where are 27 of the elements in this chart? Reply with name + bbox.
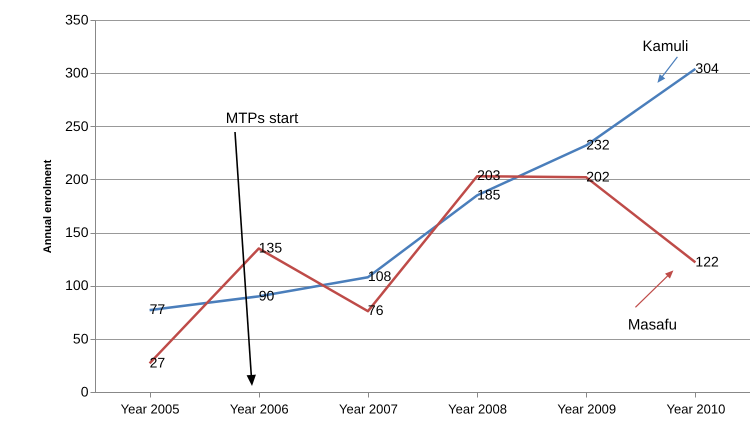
y-tick-label: 50 bbox=[72, 330, 89, 346]
data-label: 232 bbox=[586, 136, 610, 152]
x-tick-label: Year 2009 bbox=[557, 402, 616, 416]
y-tick-label: 300 bbox=[65, 64, 89, 81]
annotation: MTPs start bbox=[226, 110, 300, 127]
y-tick-label: 150 bbox=[65, 224, 89, 240]
y-tick-label: 350 bbox=[65, 12, 89, 28]
y-axis-title: Annual enrolment bbox=[42, 159, 54, 254]
data-label: 135 bbox=[258, 240, 282, 256]
x-tick-label: Year 2005 bbox=[120, 402, 180, 416]
series-label: Kamuli bbox=[642, 38, 688, 55]
x-tick-label: Year 2010 bbox=[666, 402, 726, 416]
y-tick-label: 250 bbox=[65, 118, 89, 134]
data-label: 76 bbox=[368, 302, 384, 318]
x-tick-label: Year 2008 bbox=[448, 402, 507, 416]
data-label: 304 bbox=[695, 60, 719, 76]
y-tick-label: 200 bbox=[65, 170, 89, 187]
x-tick-label: Year 2006 bbox=[230, 402, 289, 416]
data-label: 122 bbox=[695, 253, 719, 270]
data-label: 185 bbox=[477, 186, 501, 202]
y-tick-label: 0 bbox=[80, 384, 89, 400]
y-tick-label: 100 bbox=[65, 277, 89, 294]
legend-label: Masafu bbox=[628, 316, 678, 334]
x-tick-label: Year 2007 bbox=[339, 402, 398, 416]
data-label: 108 bbox=[368, 268, 392, 284]
data-label: 202 bbox=[586, 168, 610, 184]
data-label: 27 bbox=[150, 354, 166, 370]
